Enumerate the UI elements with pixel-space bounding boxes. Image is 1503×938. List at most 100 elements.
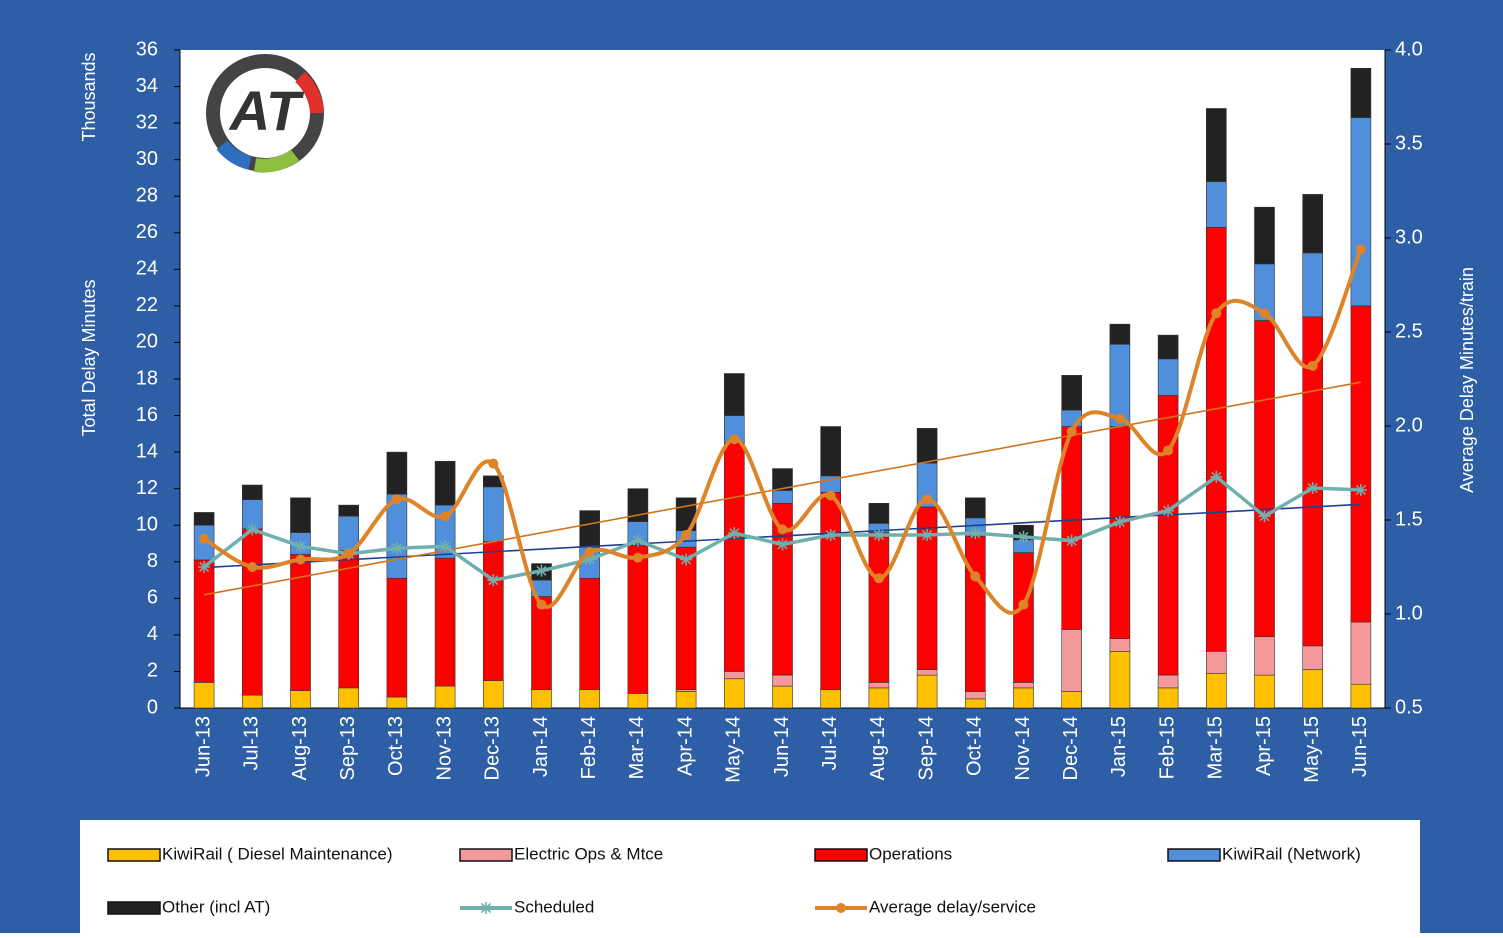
y2-tick-label: 0.5 — [1395, 696, 1423, 718]
y-tick-label: 16 — [136, 404, 158, 426]
y-tick-label: 10 — [136, 514, 158, 536]
bar-segment — [1206, 672, 1227, 709]
x-tick-label: Aug-13 — [289, 716, 311, 781]
line-marker — [680, 553, 693, 566]
bar-segment — [242, 694, 263, 709]
bar-segment — [1350, 683, 1372, 709]
x-tick-label: Sep-14 — [915, 716, 937, 781]
bar-segment — [1109, 323, 1131, 345]
legend-item: Average delay/service — [815, 897, 1036, 916]
line-marker — [1306, 482, 1319, 495]
bar-segment — [386, 451, 408, 495]
x-tick-label: Jul-14 — [819, 716, 841, 770]
legend-item: Electric Ops & Mtce — [459, 844, 663, 863]
bar-segment — [1350, 67, 1372, 118]
bar-segment — [964, 497, 986, 519]
x-tick-label: Nov-14 — [1012, 716, 1034, 780]
bar-segment — [1013, 552, 1034, 683]
bar-segment — [242, 528, 263, 696]
line-marker — [488, 458, 499, 469]
bar-segment — [579, 689, 601, 709]
bar-segment — [627, 545, 649, 694]
legend-label: Operations — [869, 844, 952, 863]
bar-segment — [1254, 320, 1275, 638]
legend-swatch — [814, 848, 868, 862]
bar-segment — [772, 468, 793, 491]
bar-segment — [1157, 334, 1179, 360]
y2-tick-label: 4.0 — [1395, 38, 1423, 60]
bar-segment — [193, 682, 215, 709]
line-marker — [970, 571, 981, 582]
line-marker — [1307, 360, 1318, 371]
line-marker — [487, 574, 500, 587]
line-marker — [1066, 426, 1077, 437]
bar-segment — [531, 689, 552, 709]
x-tick-label: Oct-13 — [385, 716, 407, 776]
bar-segment — [1206, 651, 1227, 674]
legend-label: KiwiRail ( Diesel Maintenance) — [162, 844, 393, 863]
bar-segment — [1206, 226, 1227, 652]
line-marker — [391, 494, 402, 505]
bar-segment — [1109, 651, 1131, 709]
x-tick-label: Jul-13 — [241, 716, 263, 770]
line-marker — [295, 554, 306, 565]
logo-text: AT — [228, 79, 305, 142]
x-tick-label: Jun-15 — [1349, 716, 1371, 777]
bar-segment — [386, 696, 408, 709]
line-marker — [776, 538, 789, 551]
bar-segment — [1157, 674, 1179, 689]
bar-segment — [290, 554, 311, 691]
line-marker — [872, 529, 885, 542]
line-marker — [1354, 483, 1367, 496]
y-tick-label: 26 — [136, 221, 158, 243]
line-marker — [1065, 534, 1078, 547]
y2-tick-label: 1.5 — [1395, 508, 1423, 530]
bar-segment — [482, 541, 504, 681]
bar-segment — [916, 428, 938, 464]
line-marker — [728, 527, 741, 540]
trendline — [203, 381, 1362, 596]
legend-swatch — [1167, 848, 1221, 862]
legend-item: Other (incl AT) — [107, 897, 270, 916]
legend-label: Scheduled — [514, 897, 594, 916]
y-tick-label: 14 — [136, 440, 158, 462]
line-marker — [921, 529, 934, 542]
bar-segment — [579, 577, 601, 691]
x-tick-label: May-15 — [1301, 716, 1323, 783]
legend-item: KiwiRail ( Diesel Maintenance) — [107, 844, 393, 863]
legend-label: Other (incl AT) — [162, 897, 270, 916]
x-tick-label: Sep-13 — [337, 716, 359, 781]
series-line — [203, 248, 1363, 615]
bar-segment — [868, 532, 890, 683]
line-marker — [1259, 308, 1270, 319]
y-tick-label: 22 — [136, 294, 158, 316]
y-tick-label: 32 — [136, 111, 158, 133]
y-tick-label: 24 — [136, 258, 158, 280]
bar-segment — [772, 674, 793, 687]
line-marker — [439, 540, 452, 553]
logo-red — [295, 71, 324, 114]
line-marker — [825, 490, 836, 501]
bar-segment — [1013, 687, 1034, 709]
line-marker — [583, 553, 596, 566]
legend-box — [80, 820, 1420, 933]
bar-segment — [723, 373, 745, 416]
bar-segment — [1302, 194, 1323, 254]
y2-tick-label: 1.0 — [1395, 602, 1423, 624]
bar-segment — [1013, 682, 1034, 689]
bar-segment — [964, 691, 986, 700]
line-marker — [246, 523, 259, 536]
x-tick-label: Jun-14 — [771, 716, 793, 777]
line-marker — [1018, 599, 1029, 610]
bar-segment — [482, 680, 504, 709]
bar-segment — [868, 682, 890, 689]
bar-segment — [820, 689, 842, 709]
y-tick-label: 28 — [136, 185, 158, 207]
bar-segment — [1206, 108, 1227, 182]
y-tick-label: 12 — [136, 477, 158, 499]
bar-segment — [1061, 375, 1082, 411]
bar-segment — [868, 502, 890, 524]
y-tick-label: 30 — [136, 148, 158, 170]
bar-segment — [482, 486, 504, 542]
